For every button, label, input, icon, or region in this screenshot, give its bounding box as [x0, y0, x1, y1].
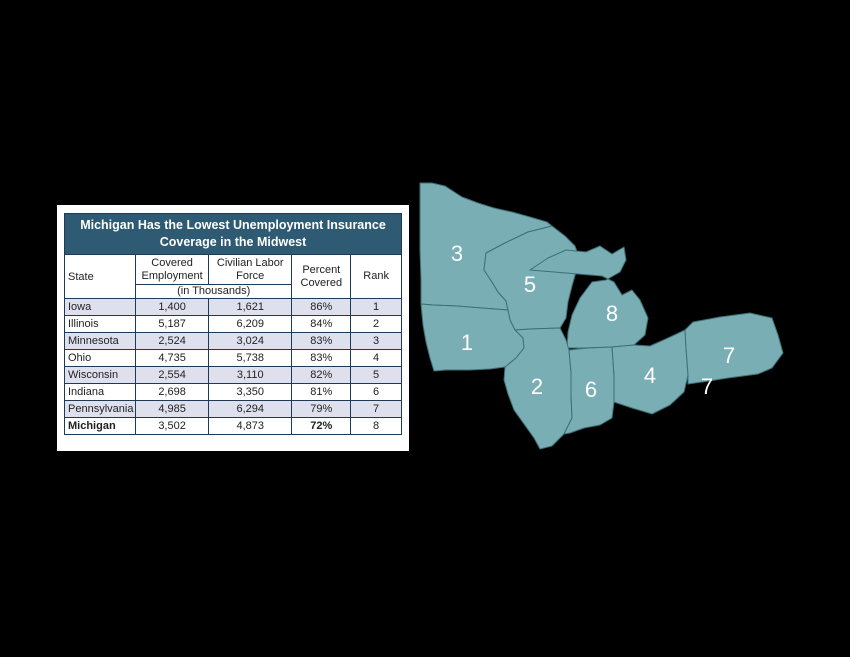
cell-labor-force: 3,350: [208, 383, 293, 401]
cell-state: Michigan: [63, 417, 137, 435]
cell-percent-covered: 79%: [291, 400, 352, 418]
cell-rank: 8: [350, 417, 402, 435]
map-rank-label-pennsylvania: 7: [723, 343, 735, 368]
cell-labor-force: 6,294: [208, 400, 293, 418]
table-row: Illinois 5,187 6,209 84% 2: [63, 315, 402, 333]
cell-rank: 4: [350, 349, 402, 367]
cell-percent-covered: 82%: [291, 366, 352, 384]
cell-labor-force: 6,209: [208, 315, 293, 333]
state-shape-wisconsin: [483, 225, 581, 331]
cell-covered-employment: 3,502: [135, 417, 210, 435]
header-rank: Rank: [350, 254, 402, 299]
header-percent-covered: Percent Covered: [291, 254, 352, 299]
cell-covered-employment: 5,187: [135, 315, 210, 333]
map-stray-label: 7: [701, 374, 713, 399]
cell-labor-force: 3,024: [208, 332, 293, 350]
table-row: Ohio 4,735 5,738 83% 4: [63, 349, 402, 367]
cell-state: Iowa: [63, 298, 137, 316]
state-shape-pennsylvania: [684, 312, 784, 385]
table-title: Michigan Has the Lowest Unemployment Ins…: [64, 213, 402, 255]
table-row: Michigan 3,502 4,873 72% 8: [63, 417, 402, 435]
header-civilian-labor-force: Civilian Labor Force: [208, 254, 293, 285]
table-body: Iowa 1,400 1,621 86% 1 Illinois 5,187 6,209 84% 2…: [63, 298, 402, 435]
map-rank-label-minnesota: 3: [451, 241, 463, 266]
coverage-table-card: Michigan Has the Lowest Unemployment Ins…: [57, 205, 409, 451]
cell-percent-covered: 83%: [291, 349, 352, 367]
table-row: Pennsylvania 4,985 6,294 79% 7: [63, 400, 402, 418]
cell-rank: 3: [350, 332, 402, 350]
cell-state: Wisconsin: [63, 366, 137, 384]
cell-percent-covered: 72%: [291, 417, 352, 435]
state-shape-michigan: [529, 245, 649, 349]
map-rank-label-indiana: 6: [585, 377, 597, 402]
cell-percent-covered: 84%: [291, 315, 352, 333]
header-covered-employment: Covered Employment: [135, 254, 210, 285]
map-rank-label-wisconsin: 5: [524, 272, 536, 297]
map-rank-label-illinois: 2: [531, 374, 543, 399]
cell-covered-employment: 2,554: [135, 366, 210, 384]
map-rank-label-ohio: 4: [644, 363, 656, 388]
state-shape-ohio: [611, 329, 689, 415]
cell-covered-employment: 4,985: [135, 400, 210, 418]
cell-labor-force: 4,873: [208, 417, 293, 435]
state-shape-illinois: [503, 327, 573, 450]
cell-state: Pennsylvania: [63, 400, 137, 418]
cell-covered-employment: 2,698: [135, 383, 210, 401]
cell-state: Illinois: [63, 315, 137, 333]
cell-percent-covered: 86%: [291, 298, 352, 316]
cell-labor-force: 5,738: [208, 349, 293, 367]
map-rank-label-michigan: 8: [606, 301, 618, 326]
map-rank-label-iowa: 1: [461, 330, 473, 355]
cell-state: Indiana: [63, 383, 137, 401]
cell-percent-covered: 81%: [291, 383, 352, 401]
coverage-table: Michigan Has the Lowest Unemployment Ins…: [63, 213, 402, 435]
cell-percent-covered: 83%: [291, 332, 352, 350]
cell-rank: 5: [350, 366, 402, 384]
cell-rank: 7: [350, 400, 402, 418]
